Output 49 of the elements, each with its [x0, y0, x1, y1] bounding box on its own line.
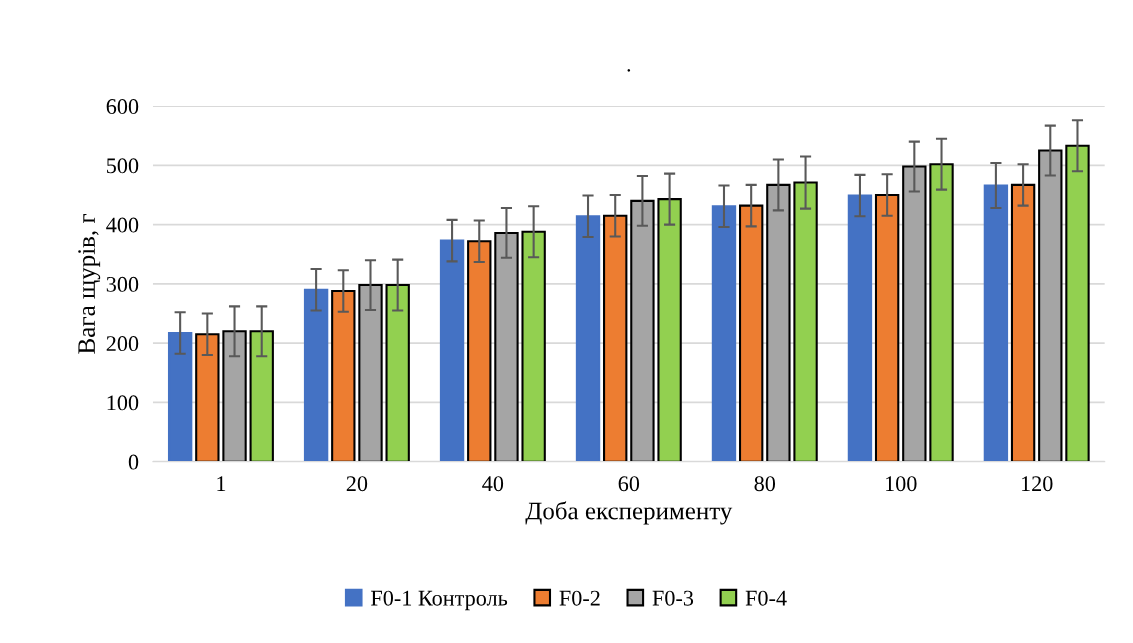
bar [1010, 183, 1036, 462]
bar [222, 330, 247, 462]
bar [439, 239, 465, 462]
bar [902, 165, 927, 462]
bar [929, 163, 954, 462]
bar [494, 231, 519, 462]
bar [847, 194, 873, 462]
bar [1065, 144, 1090, 462]
y-tick-label: 100 [107, 395, 139, 411]
bar [521, 230, 546, 462]
bar [630, 199, 655, 462]
bar [766, 183, 791, 462]
bar [358, 284, 383, 462]
bar [657, 198, 682, 462]
legend-label: F0-4 [745, 590, 787, 606]
bar [575, 215, 601, 462]
x-tick-label: 40 [482, 476, 504, 492]
x-tick-label: 60 [618, 476, 640, 492]
bar [793, 181, 818, 462]
x-tick-label: 120 [1021, 476, 1053, 492]
x-tick-label: 80 [754, 476, 776, 492]
bar [603, 214, 628, 462]
chart-title: . [627, 69, 631, 72]
y-tick-label: 400 [106, 217, 139, 233]
x-tick-label: 100 [886, 476, 917, 492]
bar [303, 288, 329, 462]
bar [1038, 149, 1063, 462]
y-tick-label: 0 [128, 454, 139, 470]
bar [711, 205, 737, 462]
y-tick-label: 300 [106, 276, 139, 292]
legend-label: F0-3 [652, 590, 694, 606]
y-tick-label: 500 [107, 158, 139, 174]
y-tick-label: 200 [106, 336, 139, 352]
legend-label: F0-1 Контроль [371, 590, 508, 611]
y-tick-label: 600 [106, 99, 139, 115]
bar [467, 240, 492, 462]
bar [874, 193, 900, 462]
legend-label: F0-2 [559, 590, 600, 606]
bar [195, 333, 220, 462]
bar [167, 332, 193, 462]
x-tick-label: 1 [217, 476, 226, 491]
bar [983, 184, 1009, 462]
bar [738, 204, 764, 462]
bar [331, 289, 356, 462]
x-axis-title: Доба експерименту [525, 501, 733, 525]
x-tick-label: 20 [346, 476, 368, 492]
bar [249, 330, 274, 462]
y-axis-title: Вага щурів, г [78, 213, 101, 354]
bar [385, 284, 410, 462]
